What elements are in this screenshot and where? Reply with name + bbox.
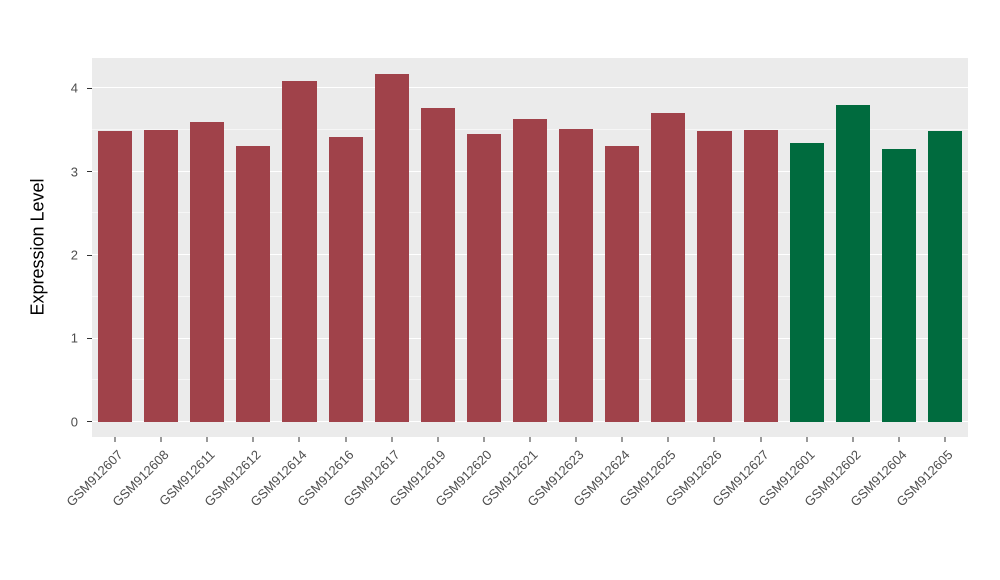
x-tick-mark xyxy=(760,437,762,442)
x-tick-mark xyxy=(575,437,577,442)
y-axis-ticks: 0 1 2 3 4 xyxy=(0,58,92,437)
bar xyxy=(697,130,732,422)
bar xyxy=(789,143,824,422)
bar xyxy=(282,81,317,422)
bar xyxy=(328,137,363,422)
bar-slot xyxy=(738,58,784,437)
x-tick-mark xyxy=(114,437,116,442)
bars-container xyxy=(92,58,968,437)
x-tick-mark xyxy=(806,437,808,442)
x-tick-mark xyxy=(621,437,623,442)
bar-slot xyxy=(323,58,369,437)
x-tick-mark xyxy=(852,437,854,442)
y-tick-mark xyxy=(87,254,92,256)
x-tick-mark xyxy=(206,437,208,442)
bar-slot xyxy=(369,58,415,437)
x-tick-mark xyxy=(252,437,254,442)
bar xyxy=(144,129,179,422)
bar-slot xyxy=(507,58,553,437)
y-tick-mark xyxy=(87,421,92,423)
x-tick-mark xyxy=(898,437,900,442)
bar-slot xyxy=(461,58,507,437)
bar xyxy=(651,113,686,422)
bar xyxy=(236,145,271,422)
bar-slot xyxy=(645,58,691,437)
x-tick-mark xyxy=(667,437,669,442)
y-tick-mark xyxy=(87,171,92,173)
bar-slot xyxy=(92,58,138,437)
x-tick-mark xyxy=(391,437,393,442)
y-tick-mark xyxy=(87,337,92,339)
x-tick-mark xyxy=(944,437,946,442)
major-gridline xyxy=(92,87,968,89)
y-tick-label: 0 xyxy=(70,414,78,430)
x-tick-mark xyxy=(529,437,531,442)
bar-slot xyxy=(691,58,737,437)
bar-slot xyxy=(922,58,968,437)
bar-slot xyxy=(876,58,922,437)
y-tick-mark xyxy=(87,87,92,89)
y-tick-label: 2 xyxy=(70,247,78,263)
bar xyxy=(420,108,455,422)
bar-slot xyxy=(553,58,599,437)
x-tick-mark xyxy=(713,437,715,442)
bar-slot xyxy=(415,58,461,437)
bar xyxy=(97,130,133,422)
bar xyxy=(743,129,778,422)
y-tick-label: 1 xyxy=(70,330,78,346)
plot-panel xyxy=(92,58,968,437)
x-tick-mark xyxy=(483,437,485,442)
bar-slot xyxy=(138,58,184,437)
y-tick-label: 4 xyxy=(70,80,78,96)
x-axis-labels: GSM912607 GSM912608 GSM912611 GSM912612 GSM9… xyxy=(63,437,968,577)
bar-slot xyxy=(784,58,830,437)
bar xyxy=(605,145,640,422)
x-tick-mark xyxy=(437,437,439,442)
bar xyxy=(466,133,501,422)
y-tick-label: 3 xyxy=(70,164,78,180)
bar-slot xyxy=(830,58,876,437)
bar-slot xyxy=(230,58,276,437)
x-tick-mark xyxy=(160,437,162,442)
bar-slot xyxy=(184,58,230,437)
bar-slot xyxy=(276,58,322,437)
bar xyxy=(374,73,409,422)
x-tick-mark xyxy=(298,437,300,442)
bar-slot xyxy=(599,58,645,437)
bar xyxy=(927,130,963,422)
x-tick-mark xyxy=(345,437,347,442)
bar xyxy=(559,128,594,422)
bar xyxy=(190,122,225,422)
bar xyxy=(881,149,916,422)
bar xyxy=(512,118,548,422)
bar xyxy=(835,104,870,422)
